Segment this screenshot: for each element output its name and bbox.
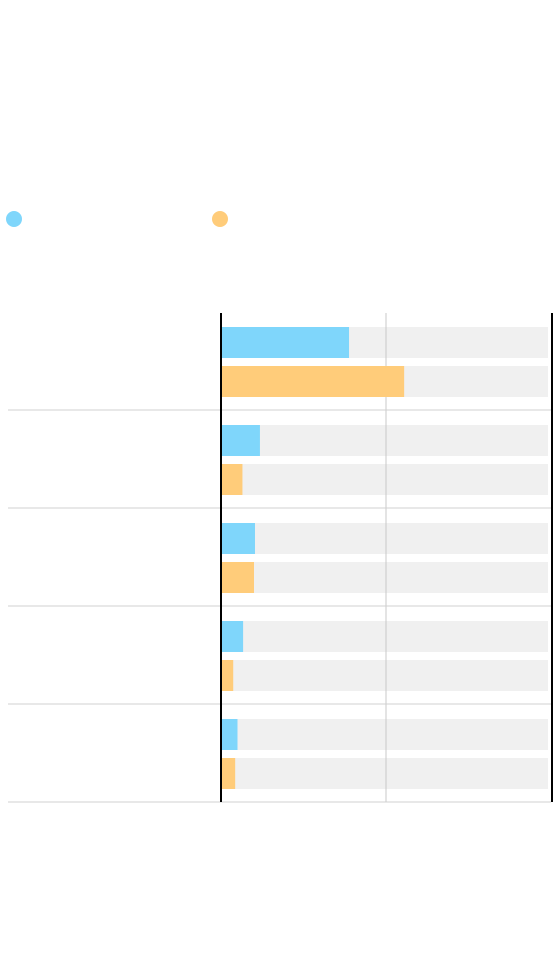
bar-series-1-cat-3	[221, 660, 234, 691]
bar-series-1-cat-2	[221, 562, 254, 593]
bar-series-0-cat-0	[221, 327, 350, 358]
bar-series-0-cat-1	[221, 425, 260, 456]
bar-track	[221, 758, 548, 789]
legend-swatch-0	[6, 211, 22, 227]
bar-series-0-cat-2	[221, 523, 255, 554]
bar-track	[221, 660, 548, 691]
bar-track	[221, 523, 548, 554]
bar-track	[221, 719, 548, 750]
bar-track	[221, 464, 548, 495]
bar-series-1-cat-4	[221, 758, 236, 789]
bar-track	[221, 562, 548, 593]
bar-series-1-cat-0	[221, 366, 405, 397]
bar-series-0-cat-3	[221, 621, 244, 652]
bar-track	[221, 425, 548, 456]
bar-series-0-cat-4	[221, 719, 238, 750]
bar-track	[221, 621, 548, 652]
bar-series-1-cat-1	[221, 464, 243, 495]
legend-swatch-1	[212, 211, 228, 227]
